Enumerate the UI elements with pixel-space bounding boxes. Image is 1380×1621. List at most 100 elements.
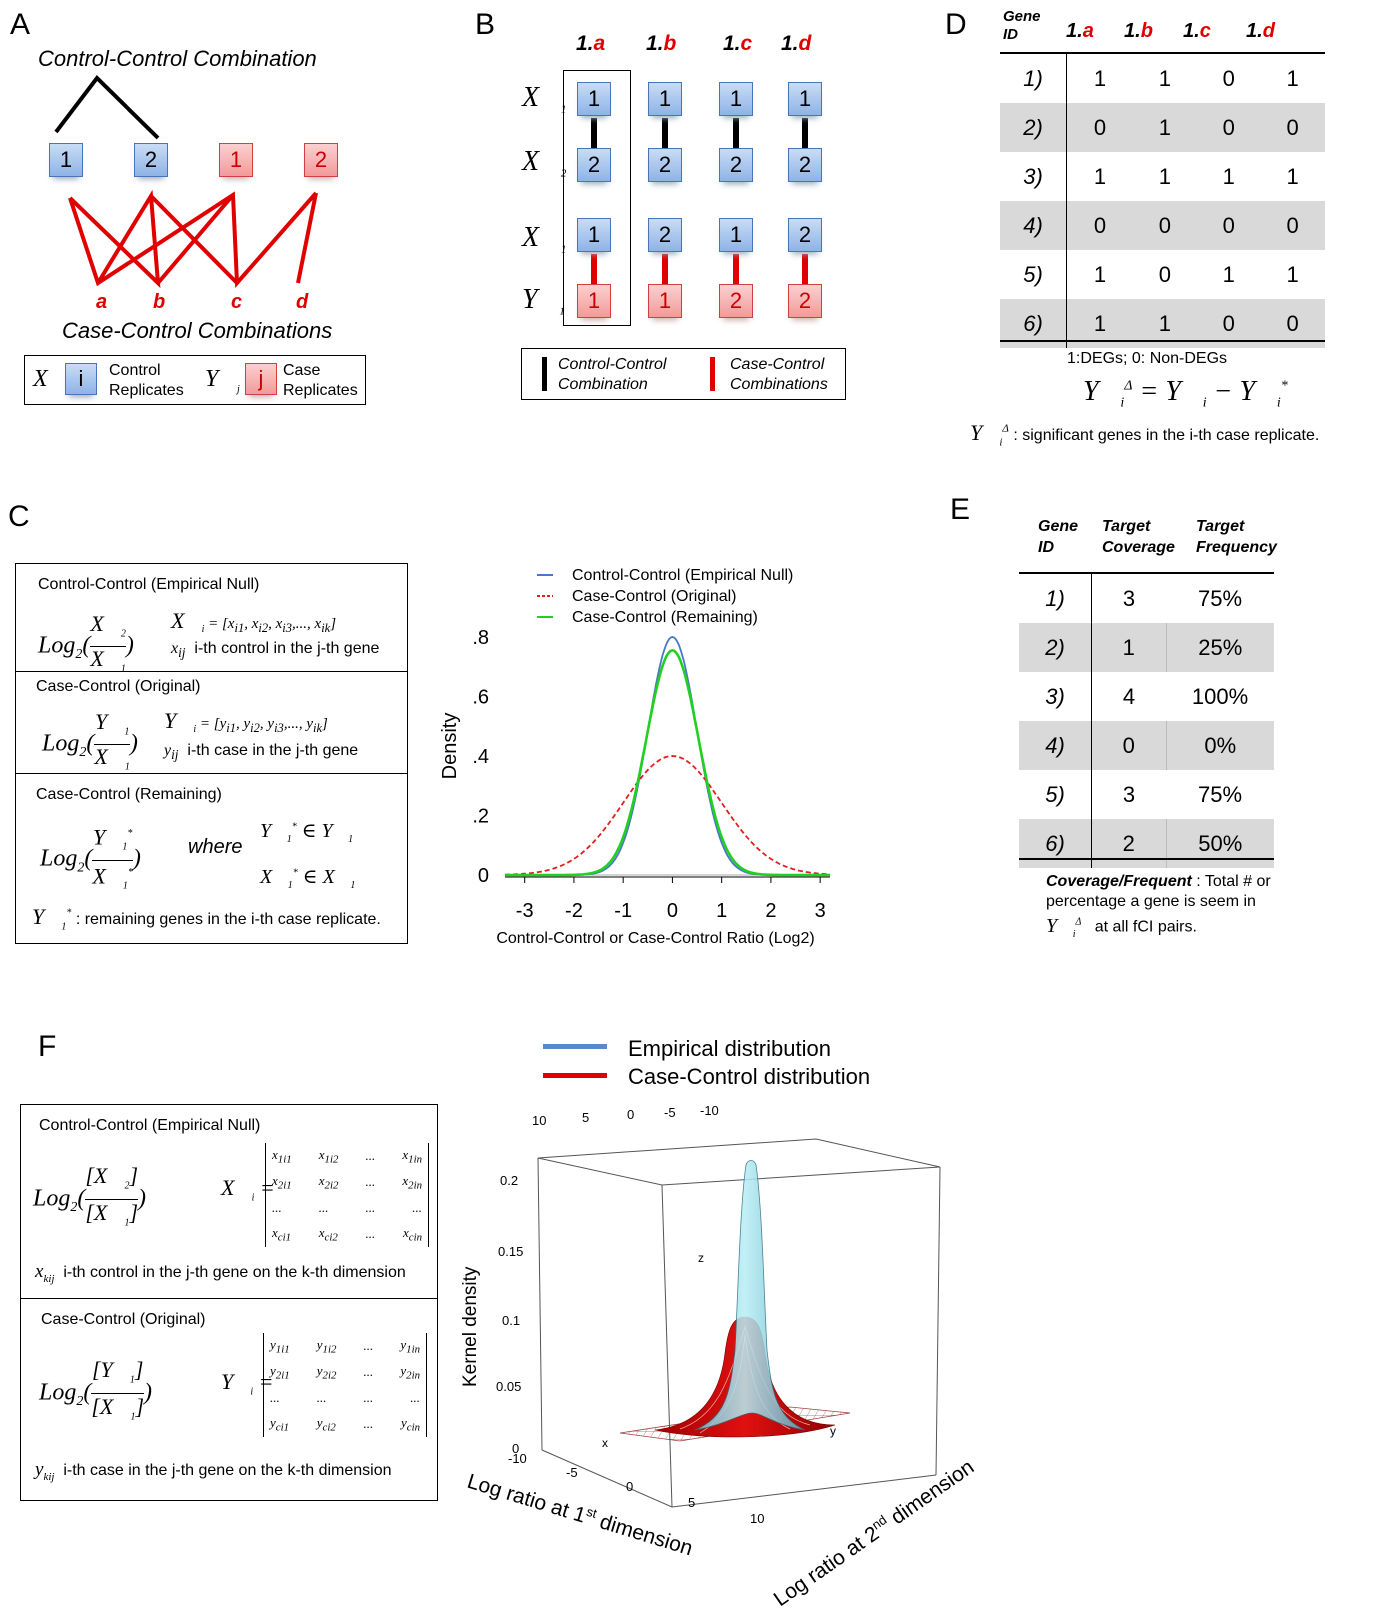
d-col-1c: 1.c [1183,20,1211,42]
b-c-case: 2 [719,284,753,318]
b-x1-label-2: X⃗1 [522,222,567,256]
density-chart: Control-Control (Empirical Null) Case-Con… [439,567,831,947]
combo-letter-d: d [296,291,309,313]
panel-label-e: E [950,493,971,526]
table-row: 6) 2 50% [1019,819,1274,868]
legend-x-symbol: X⃗i [33,366,69,395]
b-a-top-1: 1 [577,82,611,116]
panel-label-c: C [8,500,30,533]
b-d-top-1: 1 [788,82,822,116]
panel-label-a: A [10,8,31,41]
z-tick-01: 0.1 [502,1313,520,1328]
c-sec3-cond2: X⃗1* ∈ X⃗1 [260,866,356,891]
b-d-top-2: 2 [788,148,822,182]
z-tick-015: 0.15 [498,1244,523,1259]
b-legend: Control-Control Combination Case-Control… [521,348,846,400]
density-x-tick: 1 [716,900,727,922]
table-row: 1) 3 75% [1019,574,1274,623]
control-replicate-2: 2 [134,143,168,177]
density-y-tick: 0 [478,865,489,887]
b-x2-label: X⃗2 [522,146,567,180]
c-sec1-title: Control-Control (Empirical Null) [38,576,260,593]
top-tick-n5: -5 [664,1105,676,1120]
f-sec1-desc: xkij i-th control in the j-th gene on th… [35,1261,406,1285]
box-edge-right [935,1166,941,1476]
density-x-tick: -3 [516,900,534,922]
b-b-ctrl: 2 [648,218,682,252]
b-b-case: 1 [648,284,682,318]
b-a-top-2: 2 [577,148,611,182]
x-tick-10: 10 [750,1511,764,1526]
case-control-title: Case-Control Combinations [62,318,333,343]
combo-letter-b: b [153,291,166,313]
x-tick-n10: -10 [508,1451,527,1466]
f-sec2-title: Case-Control (Original) [41,1311,206,1328]
combo-letter-a: a [96,291,108,313]
f-legend-red-line [543,1073,607,1078]
top-tick-10: 10 [532,1113,546,1128]
d-col-1a: 1.a [1066,20,1094,42]
table-row: 6) 1 1 0 0 [1000,299,1325,348]
f-sec1-title: Control-Control (Empirical Null) [39,1117,261,1134]
b-legend-black-bar [542,357,547,391]
control-replicate-1: 1 [49,143,83,177]
density-series-3 [505,649,830,877]
density-legend-label-3: Case-Control (Remaining) [572,609,758,626]
table-row: 4) 0 0% [1019,721,1274,770]
e-top-rule [1019,572,1274,574]
density-y-label: Density [439,713,461,780]
box-bottom-edges [541,1449,937,1508]
b-c-top-1: 1 [719,82,753,116]
table-row: 1) 1 1 0 1 [1000,54,1325,103]
table-row: 2) 0 1 0 0 [1000,103,1325,152]
f-sec1-xi: X⃗i = [221,1175,275,1204]
c-sec2-def: Y⃗i = [yi1, yi2, yi3,..., yik] [164,708,328,735]
x-tick-n5: -5 [566,1465,578,1480]
e-header-coverage: Target Coverage [1102,518,1175,556]
panel-a-lines [54,74,318,289]
density-series-2 [505,755,831,876]
density-x-tick: 2 [765,900,776,922]
top-tick-n10: -10 [700,1103,719,1118]
legend-control-text: Control Replicates [109,362,184,399]
table-row: 5) 1 0 1 1 [1000,250,1325,299]
top-tick-0: 0 [627,1107,634,1122]
b-header-b: 1.b [646,32,677,55]
top-tick-5: 5 [582,1110,589,1125]
panel-c-formula-box: Control-Control (Empirical Null) Log2(X⃗… [15,563,408,944]
table-row: 2) 1 25% [1019,623,1274,672]
density-x-tick: 0 [667,900,678,922]
b-header-a: 1.a [576,32,606,55]
table-row: 3) 1 1 1 1 [1000,152,1325,201]
f-sec2-desc: ykij i-th case in the j-th gene on the k… [35,1459,392,1483]
density-y-tick: .2 [472,806,489,828]
density-legend-label-1: Control-Control (Empirical Null) [572,567,793,584]
e-bottom-rule [1019,858,1274,860]
c-sec2-title: Case-Control (Original) [36,678,201,695]
x-axis-label: Log ratio at 1st dimension [465,1468,696,1560]
c-sec1-formula: Log2(X⃗2 X⃗1) [38,611,134,675]
e-header-gene: Gene ID [1038,518,1079,556]
combo-letter-c: c [231,291,243,313]
f-sec1-matrix: x1i1 x1i2... x1in x2i1 x2i2... x2in ........… [265,1143,429,1247]
b-legend-red-bar [710,357,715,391]
d-formula: Y⃗iΔ = Y⃗i − Y⃗i* [1083,376,1288,411]
f-sec2-matrix: y1i1 y1i2... y1in y2i1 y2i2... y2in ........… [263,1333,427,1437]
axis-z-letter: z [698,1251,704,1265]
b-d-ctrl: 2 [788,218,822,252]
e-header-frequency: Target Frequency [1196,518,1277,556]
b-b-top-1: 1 [648,82,682,116]
d-bottom-rule [1000,340,1325,342]
legend-case-box: j [245,363,277,395]
d-caption: Y⃗iΔ : significant genes in the i-th cas… [970,420,1320,449]
b-highlight-column [563,70,631,326]
c-where: where [188,836,243,858]
case-control-link-5 [296,192,318,284]
c-sec1-desc: xij i-th control in the j-th gene [171,640,380,661]
density-x-label: Control-Control or Case-Control Ratio (L… [496,930,814,947]
f-legend-blue-line [543,1044,607,1049]
d-gene-id-header: Gene ID [1003,8,1041,43]
b-legend-cc-text: Control-Control Combination [558,356,667,393]
z-tick-0: 0 [512,1441,519,1456]
f-sec2-yi: Y⃗i = [221,1369,274,1398]
